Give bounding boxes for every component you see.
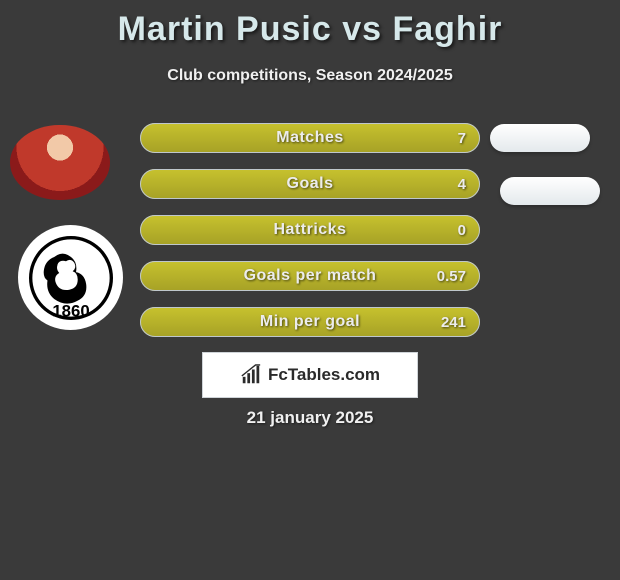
pill-goals: [500, 177, 600, 205]
bar-goals: Goals 4: [140, 169, 480, 199]
bar-label: Goals: [140, 169, 480, 199]
bar-value: 0: [458, 215, 466, 245]
bar-label: Matches: [140, 123, 480, 153]
player1-avatar: [10, 125, 110, 200]
svg-text:1860: 1860: [52, 301, 89, 319]
brand-text: FcTables.com: [268, 365, 380, 385]
bar-value: 241: [441, 307, 466, 337]
page-title: Martin Pusic vs Faghir: [0, 0, 620, 49]
bar-min-per-goal: Min per goal 241: [140, 307, 480, 337]
date-text: 21 january 2025: [0, 408, 620, 428]
stat-bars: Matches 7 Goals 4 Hattricks 0 Goals per …: [140, 123, 480, 353]
bar-label: Goals per match: [140, 261, 480, 291]
bar-goals-per-match: Goals per match 0.57: [140, 261, 480, 291]
bar-label: Hattricks: [140, 215, 480, 245]
brand-chart-icon: [240, 364, 262, 386]
club-1860-icon: 1860: [29, 236, 113, 320]
pill-matches: [490, 124, 590, 152]
bar-hattricks: Hattricks 0: [140, 215, 480, 245]
player2-club-logo: 1860: [18, 225, 123, 330]
bar-value: 4: [458, 169, 466, 199]
subtitle: Club competitions, Season 2024/2025: [0, 67, 620, 85]
bar-label: Min per goal: [140, 307, 480, 337]
bar-value: 0.57: [437, 261, 466, 291]
brand-box: FcTables.com: [202, 352, 418, 398]
bar-matches: Matches 7: [140, 123, 480, 153]
bar-value: 7: [458, 123, 466, 153]
